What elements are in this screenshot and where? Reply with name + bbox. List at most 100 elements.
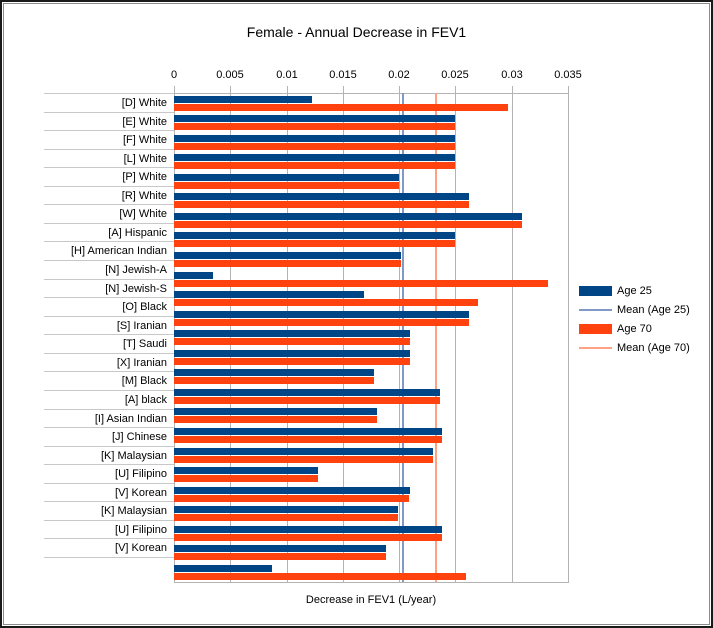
bar-age-25 [174,448,433,455]
category-label: [E] White [44,113,174,131]
bar-age-70 [174,514,398,521]
legend-label: Mean (Age 70) [617,341,690,354]
bar-age-25 [174,272,213,279]
bar-age-70 [174,436,442,443]
bar-age-25 [174,408,377,415]
category-label: [U] Filipino [44,465,174,484]
category-label: [S] Iranian [44,317,174,335]
bar-age-25 [174,232,455,239]
category-label: [A] black [44,391,174,410]
plot-bottom-border [174,582,569,583]
bar-age-25 [174,330,410,337]
gridline [174,93,175,582]
legend-swatch-bar [579,323,612,334]
bar-age-25 [174,96,312,103]
x-tick-mark [568,86,569,93]
bar-age-25 [174,311,469,318]
bar-age-70 [174,104,508,111]
bar-age-70 [174,143,455,150]
bar-age-70 [174,397,440,404]
bar-age-25 [174,565,272,572]
category-label: [O] Black [44,298,174,317]
bar-age-70 [174,123,455,130]
category-label: [V] Korean [44,539,174,558]
x-tick-label: 0.03 [501,69,523,81]
bar-age-70 [174,162,455,169]
bar-age-25 [174,369,374,376]
bar-age-25 [174,526,442,533]
x-tick-label: 0.035 [554,69,582,81]
chart-title: Female - Annual Decrease in FEV1 [246,24,467,40]
bar-age-70 [174,299,478,306]
category-label: [M] Black [44,372,174,391]
category-axis: [D] White [E] White [F] White [L] White [P] … [44,93,174,558]
bar-age-25 [174,154,455,161]
x-tick-label: 0 [170,69,178,81]
bar-age-25 [174,115,455,122]
x-tick-mark [512,86,513,93]
category-label: [H] American Indian [44,242,174,261]
category-label: [N] Jewish-S [44,280,174,298]
gridline [512,93,513,582]
bar-age-25 [174,193,469,200]
bar-age-25 [174,291,364,298]
bar-age-70 [174,280,548,287]
category-label: [L] White [44,150,174,168]
x-tick-mark [343,86,344,93]
x-tick-label: 0.005 [216,69,244,81]
category-label: [K] Malaysian [44,447,174,465]
x-tick-mark [399,86,400,93]
gridline [343,93,344,582]
plot-area [174,93,569,582]
bar-age-70 [174,260,401,267]
bar-age-70 [174,553,386,560]
category-label: [D] White [44,94,174,113]
mean-line-mean-age-70- [435,93,438,582]
bar-age-25 [174,350,410,357]
category-label: [J] Chinese [44,428,174,447]
legend-label: Mean (Age 25) [617,303,690,316]
category-label: [R] White [44,187,174,205]
bar-age-25 [174,252,401,259]
category-label: [X] Iranian [44,354,174,372]
bar-age-25 [174,428,442,435]
x-axis-line [174,93,569,94]
bar-age-70 [174,319,469,326]
bar-age-25 [174,174,399,181]
bar-age-70 [174,221,522,228]
bar-age-25 [174,213,522,220]
mean-line-mean-age-25- [401,93,404,582]
x-tick-mark [174,86,175,93]
x-tick-mark [455,86,456,93]
gridline [230,93,231,582]
legend-label: Age 25 [617,284,652,297]
legend-item: Mean (Age 70) [579,338,690,357]
bar-age-70 [174,456,433,463]
bar-age-25 [174,545,386,552]
legend: Age 25 Mean (Age 25) Age 70 Mean (Age 70) [579,281,690,357]
x-tick-mark [287,86,288,93]
category-label: [V] Korean [44,484,174,502]
bar-age-25 [174,389,440,396]
gridline [568,93,569,582]
legend-item: Age 70 [579,319,690,338]
legend-label: Age 70 [617,322,652,335]
x-tick-label: 0.02 [388,69,410,81]
category-label: [F] White [44,131,174,150]
bar-age-70 [174,201,469,208]
legend-swatch-line [579,346,612,349]
gridline [399,93,400,582]
category-label: [N] Jewish-A [44,261,174,280]
category-label: [A] Hispanic [44,224,174,242]
x-tick-label: 0.01 [276,69,298,81]
x-tick-mark [230,86,231,93]
category-label: [P] White [44,168,174,187]
bar-age-70 [174,573,466,580]
x-tick-label: 0.025 [441,69,469,81]
x-tick-label: 0.015 [329,69,357,81]
bar-age-25 [174,135,455,142]
legend-item: Mean (Age 25) [579,300,690,319]
bar-age-25 [174,487,410,494]
category-label: [K] Malaysian [44,502,174,521]
